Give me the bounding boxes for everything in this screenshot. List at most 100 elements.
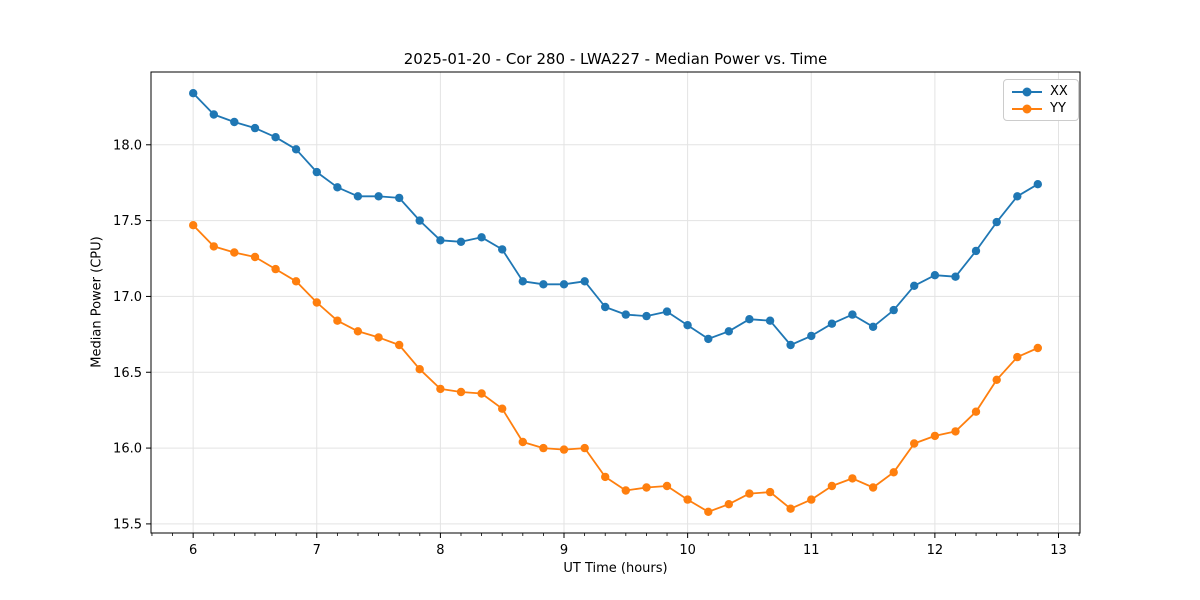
data-point-yy [1033, 343, 1043, 353]
data-point-xx [333, 183, 342, 192]
data-point-xx [642, 311, 651, 321]
data-point-xx [1013, 192, 1022, 201]
data-point-xx [848, 310, 857, 319]
data-point-yy [683, 495, 692, 504]
data-point-xx [559, 280, 569, 289]
data-point-xx [456, 237, 466, 246]
legend-entry-yy: YY [1012, 102, 1068, 115]
chart-title: 2025-01-20 - Cor 280 - LWA227 - Median P… [403, 50, 828, 68]
data-point-xx [786, 340, 795, 350]
data-point-xx [230, 117, 239, 127]
data-point-yy [230, 248, 239, 257]
y-tick-label: 17.5 [113, 214, 142, 229]
data-point-yy [930, 431, 940, 441]
y-axis-label: Median Power (CPU) [89, 236, 105, 368]
data-point-xx [827, 319, 837, 328]
data-point-xx [868, 322, 878, 331]
data-point-xx [724, 327, 733, 336]
data-point-yy [1013, 352, 1022, 362]
data-point-xx [498, 245, 507, 254]
data-point-xx [601, 302, 610, 312]
data-point-xx [436, 236, 445, 245]
data-point-yy [662, 481, 672, 491]
data-point-xx [250, 123, 260, 133]
data-point-yy [395, 340, 404, 350]
data-point-yy [498, 404, 507, 413]
data-point-yy [765, 487, 775, 497]
data-point-yy [786, 504, 795, 513]
data-point-xx [353, 192, 363, 201]
data-point-xx [395, 193, 404, 203]
data-point-yy [827, 481, 837, 491]
data-point-xx [312, 167, 321, 177]
data-point-xx [1033, 180, 1043, 189]
data-point-yy [621, 486, 630, 495]
y-tick-label: 17.0 [113, 290, 142, 305]
x-tick-label: 6 [189, 543, 197, 558]
data-point-yy [807, 495, 816, 504]
legend-dot-icon [1022, 104, 1032, 113]
data-point-xx [807, 331, 816, 341]
legend-label-xx: XX [1050, 84, 1068, 99]
axes-background [151, 72, 1080, 533]
legend-label-yy: YY [1050, 101, 1066, 116]
data-point-xx [580, 277, 589, 286]
legend-entry-xx: XX [1012, 85, 1068, 98]
data-point-yy [848, 474, 857, 483]
data-point-yy [353, 327, 363, 336]
data-point-yy [415, 365, 424, 374]
data-point-yy [745, 489, 754, 498]
data-point-xx [951, 272, 960, 281]
data-point-xx [930, 271, 940, 280]
x-tick-label: 8 [436, 543, 444, 558]
x-tick-label: 12 [927, 543, 944, 558]
data-point-xx [621, 310, 630, 319]
data-point-yy [992, 375, 1001, 384]
data-point-yy [642, 483, 651, 492]
y-tick-label: 16.5 [113, 366, 142, 381]
data-point-yy [889, 468, 898, 477]
data-point-yy [250, 252, 260, 262]
data-point-yy [374, 333, 383, 342]
data-point-yy [951, 427, 960, 436]
data-point-xx [992, 217, 1001, 227]
data-point-xx [765, 316, 775, 325]
data-point-yy [971, 407, 981, 416]
data-point-xx [539, 280, 548, 289]
data-point-xx [683, 321, 692, 330]
data-point-xx [745, 315, 754, 324]
data-point-yy [209, 242, 218, 251]
x-axis-label: UT Time (hours) [563, 561, 668, 576]
data-point-yy [291, 277, 301, 286]
data-point-yy [271, 264, 280, 274]
x-tick-label: 11 [803, 543, 820, 558]
data-point-yy [477, 389, 486, 398]
data-point-xx [910, 281, 919, 290]
data-point-xx [704, 334, 713, 344]
series-line-yy [192, 224, 1039, 513]
legend-line-marker-icon [1012, 104, 1042, 113]
data-point-yy [910, 439, 919, 448]
data-point-yy [312, 298, 321, 307]
data-point-yy [456, 387, 466, 397]
data-point-yy [436, 384, 445, 394]
y-tick-label: 15.5 [113, 517, 142, 532]
data-point-xx [291, 145, 301, 154]
data-point-xx [518, 277, 527, 286]
y-tick-label: 18.0 [113, 138, 142, 153]
data-point-xx [889, 305, 898, 315]
data-point-xx [662, 307, 672, 316]
data-point-xx [374, 192, 383, 201]
x-tick-label: 9 [560, 543, 568, 558]
data-point-yy [868, 483, 878, 492]
data-point-xx [271, 133, 280, 142]
series-line-xx [192, 92, 1039, 346]
data-point-yy [601, 472, 610, 482]
data-point-yy [704, 507, 713, 516]
data-point-yy [580, 443, 589, 453]
data-point-xx [189, 89, 198, 98]
data-point-yy [724, 500, 733, 509]
axes-spines [150, 71, 1081, 534]
x-tick-label: 7 [313, 543, 321, 558]
